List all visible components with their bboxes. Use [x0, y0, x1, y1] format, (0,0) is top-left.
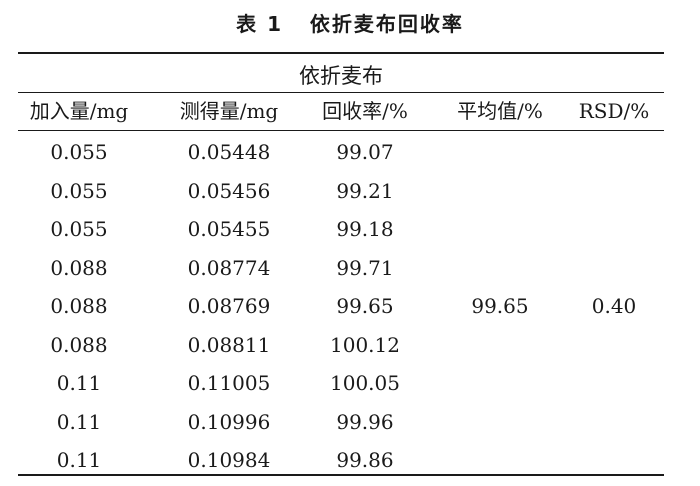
measured-amount-cell: 0.05455: [187, 217, 271, 241]
recovery-cell: 99.07: [336, 140, 394, 164]
added-amount-cell: 0.055: [50, 178, 108, 203]
average-value: 99.65: [471, 294, 529, 318]
added-amount-cell: 0.055: [50, 140, 108, 164]
recovery-cell: 99.18: [336, 217, 394, 241]
measured-amount-cell: 0.05448: [187, 140, 271, 164]
table-bottom-rule: [18, 474, 664, 476]
header-measured-amount: 测得量/mg: [179, 99, 279, 123]
recovery-cell: 99.21: [336, 178, 394, 203]
measured-amount-cell: 0.10984: [187, 448, 271, 472]
measured-amount-cell: 0.05456: [187, 178, 271, 203]
recovery-cell: 99.86: [336, 448, 394, 472]
recovery-cell: 99.71: [336, 255, 394, 280]
added-amount-cell: 0.055: [50, 217, 108, 241]
header-rsd: RSD/%: [578, 99, 650, 123]
rsd-value: 0.40: [591, 294, 637, 318]
added-amount-cell: 0.11: [56, 448, 102, 472]
header-average: 平均值/%: [457, 99, 543, 123]
measured-amount-cell: 0.11005: [187, 371, 271, 395]
table-group-title: 依折麦布: [299, 64, 383, 88]
added-amount-cell: 0.088: [50, 255, 108, 280]
table-top-rule: [18, 52, 664, 54]
added-amount-cell: 0.088: [50, 294, 108, 318]
measured-amount-cell: 0.10996: [187, 409, 271, 434]
group-title-rule: [18, 92, 664, 93]
recovery-cell: 100.05: [330, 371, 400, 395]
header-added-amount: 加入量/mg: [29, 99, 129, 123]
measured-amount-cell: 0.08769: [187, 294, 271, 318]
added-amount-cell: 0.088: [50, 332, 108, 357]
table-caption: 表 1 依折麦布回收率: [236, 12, 464, 36]
header-rule: [18, 130, 664, 131]
measured-amount-cell: 0.08811: [187, 332, 271, 357]
header-recovery: 回收率/%: [322, 99, 408, 123]
recovery-cell: 99.96: [336, 409, 394, 434]
recovery-cell: 99.65: [336, 294, 394, 318]
recovery-cell: 100.12: [330, 332, 400, 357]
added-amount-cell: 0.11: [56, 371, 102, 395]
added-amount-cell: 0.11: [56, 409, 102, 434]
measured-amount-cell: 0.08774: [187, 255, 271, 280]
